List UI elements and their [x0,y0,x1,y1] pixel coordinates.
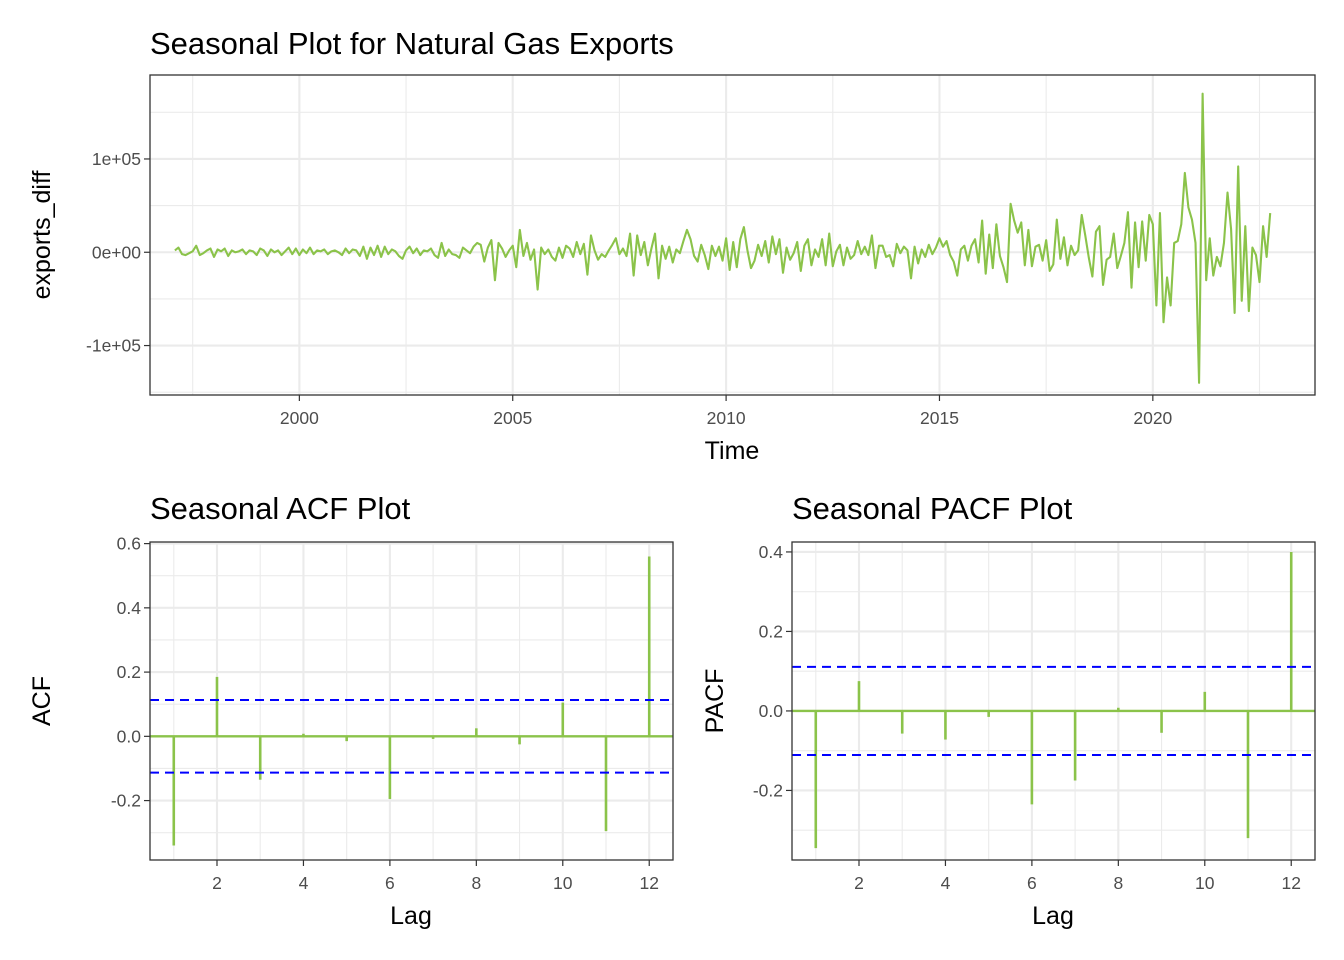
pacf-panel-border [791,541,1316,861]
time-series-y-axis-title: exports_diff [28,171,56,300]
acf-x-tick-label: 6 [385,873,395,893]
acf-panel-border [149,541,674,861]
acf-x-tick-label: 2 [212,873,222,893]
acf-x-tick-label: 8 [471,873,481,893]
acf-y-tick-label: 0.6 [117,534,141,554]
time-series-panel: Seasonal Plot for Natural Gas Exports 20… [28,26,1316,465]
acf-x-tick-label: 10 [553,873,573,893]
acf-y-tick-label: 0.2 [117,662,141,682]
pacf-x-tick-label: 10 [1195,873,1215,893]
time-series-y-tick-label: 1e+05 [92,149,141,169]
pacf-x-tick-label: 12 [1281,873,1300,893]
pacf-x-axis-title: Lag [1032,902,1074,930]
time-series-x-tick-label: 2005 [493,408,532,428]
acf-y-axis-title: ACF [28,676,56,726]
exports-diff-series-line [174,92,1272,384]
time-series-x-axis-title: Time [705,437,760,465]
pacf-y-tick-label: 0.0 [759,701,784,721]
acf-title: Seasonal ACF Plot [150,491,411,526]
time-series-x-tick-label: 2000 [280,408,319,428]
time-series-y-tick-label: -1e+05 [86,336,141,356]
pacf-y-tick-label: 0.2 [759,621,783,641]
acf-x-tick-label: 12 [639,873,658,893]
time-series-x-tick-label: 2015 [920,408,959,428]
acf-x-axis-title: Lag [390,902,432,930]
pacf-x-tick-label: 4 [941,873,951,893]
acf-x-tick-label: 4 [299,873,309,893]
time-series-x-tick-label: 2020 [1133,408,1172,428]
acf-panel: Seasonal ACF Plot 2 4 6 8 10 12 -0.2 0.0 0.2 0.4 0… [28,491,674,930]
time-series-y-tick-label: 0e+00 [92,242,141,262]
pacf-y-tick-label: 0.4 [759,542,784,562]
pacf-x-tick-label: 2 [854,873,864,893]
acf-y-tick-label: -0.2 [111,791,141,811]
pacf-x-tick-label: 6 [1027,873,1037,893]
pacf-title: Seasonal PACF Plot [792,491,1073,526]
time-series-title: Seasonal Plot for Natural Gas Exports [150,26,674,61]
pacf-panel: Seasonal PACF Plot 2 4 6 8 10 12 -0.2 0.0 0.2 0.4… [701,491,1316,930]
pacf-y-axis-title: PACF [701,669,729,734]
pacf-y-tick-label: -0.2 [753,780,783,800]
time-series-panel-border [149,74,1316,396]
acf-y-tick-label: 0.4 [117,598,142,618]
time-series-x-tick-label: 2010 [707,408,746,428]
acf-y-tick-label: 0.0 [117,726,142,746]
pacf-x-tick-label: 8 [1113,873,1123,893]
